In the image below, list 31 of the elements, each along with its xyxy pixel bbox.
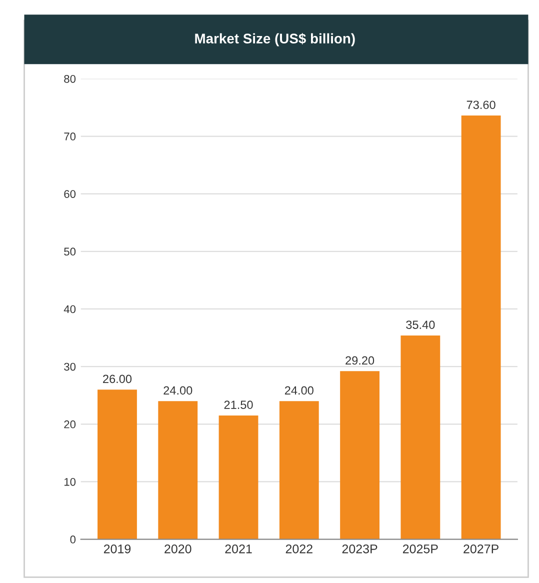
data-label: 26.00 [103,374,132,384]
y-tick-label: 50 [64,248,76,256]
y-tick-label: 20 [64,420,76,428]
bar [158,401,198,540]
data-label: 21.50 [224,400,253,409]
bar [279,401,319,540]
bar [98,390,137,540]
chart-title: Market Size (US$ billion) [195,33,355,46]
data-label: 73.60 [466,100,496,110]
y-tick-label: 60 [64,190,76,198]
y-tick-label: 80 [64,74,76,83]
data-label: 29.20 [346,356,374,365]
bar [340,371,380,540]
y-tick-label: 0 [70,536,76,544]
bar [461,116,501,540]
data-label: 24.00 [284,386,314,395]
y-tick-label: 40 [64,305,76,314]
y-tick-label: 30 [64,362,76,371]
data-label: 24.00 [164,386,192,395]
x-tick-label: 2021 [225,544,252,554]
x-tick-label: 2019 [104,544,131,554]
data-label: 35.40 [406,320,435,329]
x-tick-label: 2020 [164,544,192,554]
bar [218,415,258,540]
y-tick-label: 70 [64,132,76,140]
x-tick-label: 2023P [342,544,378,554]
y-tick-label: 10 [64,478,76,486]
bar [400,335,440,540]
x-tick-label: 2027P [464,544,498,554]
x-tick-label: 2025P [402,544,438,554]
x-tick-label: 2022 [286,544,312,554]
